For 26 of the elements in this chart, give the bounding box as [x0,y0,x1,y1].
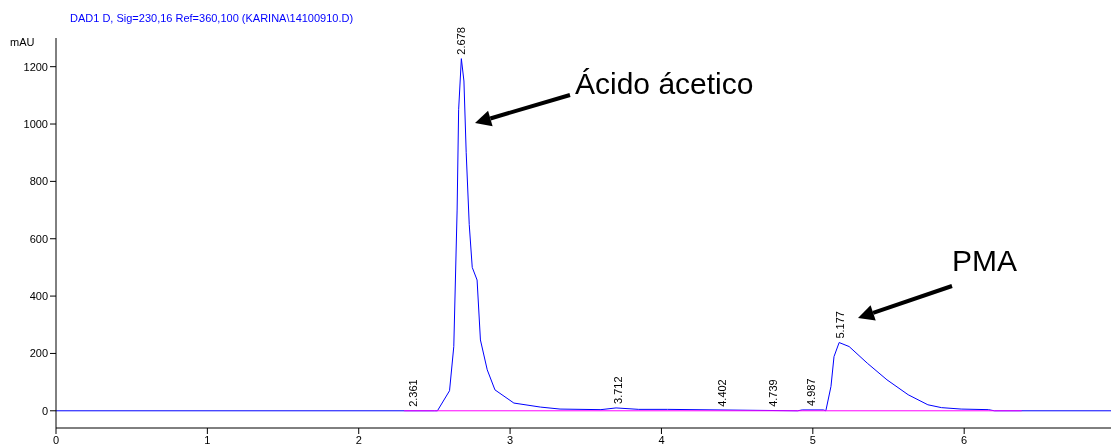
annotation: 3.712 [611,376,624,404]
line-series [56,58,1111,412]
x-tick-label: 4 [658,433,665,446]
annotation: 4.987 [804,378,817,406]
annotation: Ácido ácetico [575,66,754,100]
y-tick-label: 1200 [23,60,48,73]
x-tick-label: 5 [809,433,816,446]
annotation: PMA [952,243,1018,277]
y-tick-label: 0 [41,404,48,417]
y-tick-label: 800 [29,175,48,188]
x-tick-label: 6 [961,433,968,446]
x-tick-label: 0 [52,433,60,446]
y-tick-label: 1000 [23,117,48,130]
y-tick-label: 200 [29,347,48,360]
annotation: 2.361 [407,379,420,407]
annotation: 4.402 [716,379,729,407]
annotation: 2.678 [455,27,468,55]
x-tick-label: 3 [507,433,514,446]
x-tick-label: 1 [204,433,211,446]
chart-title: DAD1 D, Sig=230,16 Ref=360,100 (KARINA\14100910.D) [70,12,354,24]
annotation: 4.739 [767,379,780,407]
x-tick-label: 2 [355,433,362,446]
y-axis-title: mAU [10,36,35,48]
annotation: 5.177 [833,311,846,339]
y-tick-label: 600 [29,232,48,245]
y-tick-label: 400 [29,289,48,302]
